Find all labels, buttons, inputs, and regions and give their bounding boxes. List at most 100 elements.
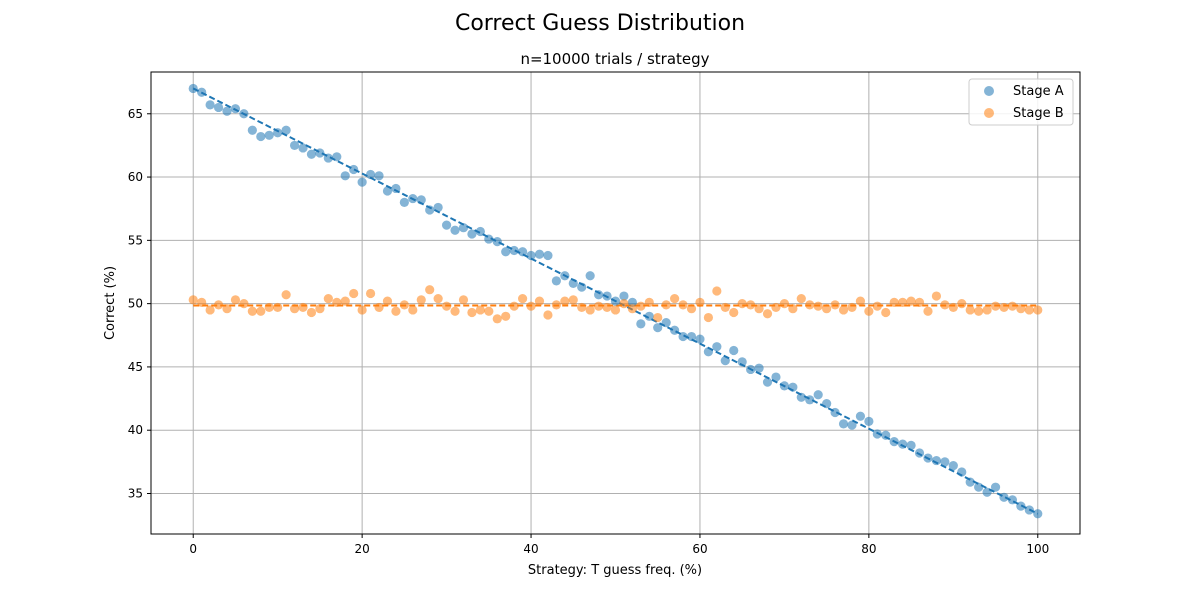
data-point-stage-b bbox=[492, 314, 502, 324]
data-point-stage-a bbox=[686, 331, 697, 342]
data-point-stage-a bbox=[872, 429, 882, 439]
data-point-stage-a bbox=[585, 271, 595, 281]
data-point-stage-a bbox=[543, 250, 553, 261]
data-point-stage-a bbox=[788, 382, 798, 392]
data-point-stage-b bbox=[256, 306, 266, 316]
y-tick-label: 35 bbox=[128, 486, 143, 500]
data-point-stage-b bbox=[568, 295, 578, 305]
chart-title: n=10000 trials / strategy bbox=[520, 50, 709, 68]
data-point-stage-a bbox=[332, 152, 342, 162]
data-point-stage-a bbox=[484, 234, 494, 244]
data-point-stage-b bbox=[433, 293, 443, 304]
data-point-stage-b bbox=[298, 302, 308, 313]
data-point-stage-b bbox=[340, 296, 350, 306]
data-point-stage-b bbox=[610, 305, 621, 315]
data-point-stage-a bbox=[534, 249, 545, 259]
data-point-stage-b bbox=[551, 300, 561, 310]
x-tick-label: 100 bbox=[1026, 542, 1049, 556]
data-point-stage-b bbox=[264, 302, 274, 313]
data-point-stage-a bbox=[889, 437, 899, 447]
data-point-stage-a bbox=[906, 440, 916, 450]
data-point-stage-b bbox=[754, 304, 764, 314]
data-point-stage-b bbox=[788, 304, 798, 314]
data-point-stage-a bbox=[957, 467, 967, 477]
data-point-stage-b bbox=[458, 295, 469, 305]
data-point-stage-a bbox=[357, 177, 367, 187]
data-point-stage-b bbox=[349, 288, 359, 299]
y-tick-label: 40 bbox=[128, 423, 143, 437]
data-point-stage-a bbox=[213, 102, 224, 113]
legend: Stage A Stage B bbox=[968, 78, 1074, 126]
data-point-stage-b bbox=[796, 293, 806, 304]
data-point-stage-b bbox=[450, 306, 460, 316]
data-point-stage-b bbox=[205, 305, 215, 315]
data-point-stage-a bbox=[467, 229, 477, 239]
data-point-stage-a bbox=[940, 457, 950, 467]
x-tick-label: 0 bbox=[189, 542, 197, 556]
data-point-stage-a bbox=[1007, 495, 1018, 505]
data-point-stage-b bbox=[357, 305, 367, 315]
data-point-stage-b bbox=[678, 300, 688, 310]
data-point-stage-a bbox=[281, 125, 291, 135]
data-point-stage-a bbox=[441, 220, 452, 230]
data-point-stage-a bbox=[340, 171, 350, 181]
data-point-stage-a bbox=[306, 149, 317, 159]
data-point-stage-a bbox=[602, 291, 612, 301]
data-point-stage-a bbox=[779, 381, 790, 391]
data-point-stage-a bbox=[551, 276, 561, 286]
data-point-stage-b bbox=[957, 299, 967, 309]
data-point-stage-b bbox=[534, 296, 545, 306]
data-point-stage-a bbox=[838, 419, 849, 429]
data-point-stage-b bbox=[771, 302, 781, 313]
data-point-stage-a bbox=[518, 247, 528, 257]
data-point-stage-a bbox=[239, 109, 249, 119]
data-point-stage-a bbox=[796, 392, 806, 402]
data-point-stage-a bbox=[273, 128, 283, 138]
data-point-stage-b bbox=[560, 296, 570, 306]
data-point-stage-b bbox=[1024, 305, 1034, 315]
data-point-stage-b bbox=[822, 304, 832, 314]
x-axis-label: Strategy: T guess freq. (%) bbox=[528, 563, 702, 578]
data-point-stage-a bbox=[577, 282, 587, 292]
data-point-stage-b bbox=[906, 296, 916, 306]
data-point-stage-a bbox=[881, 430, 891, 440]
data-point-stage-b bbox=[729, 307, 739, 318]
data-point-stage-a bbox=[188, 83, 198, 94]
data-point-stage-b bbox=[720, 302, 730, 313]
data-point-stage-b bbox=[813, 301, 823, 311]
data-point-stage-a bbox=[847, 420, 857, 430]
data-point-stage-b bbox=[475, 305, 485, 315]
data-point-stage-b bbox=[881, 307, 891, 318]
data-point-stage-b bbox=[619, 299, 629, 309]
data-point-stage-b bbox=[213, 300, 224, 310]
data-point-stage-a bbox=[526, 250, 536, 261]
data-point-stage-a bbox=[222, 106, 232, 116]
y-tick-label: 50 bbox=[128, 297, 143, 311]
data-point-stage-a bbox=[923, 453, 933, 463]
data-point-stage-b bbox=[399, 300, 409, 310]
data-point-stage-a bbox=[864, 416, 874, 426]
data-point-stage-b bbox=[653, 312, 663, 323]
data-point-stage-a bbox=[197, 87, 207, 97]
data-point-stage-b bbox=[374, 302, 384, 313]
data-point-stage-b bbox=[965, 305, 975, 315]
data-point-stage-b bbox=[855, 296, 866, 306]
data-point-stage-b bbox=[585, 305, 595, 315]
data-point-stage-a bbox=[703, 347, 714, 357]
data-point-stage-b bbox=[923, 306, 933, 316]
data-point-stage-b bbox=[408, 305, 418, 315]
data-point-stage-b bbox=[273, 302, 283, 313]
y-tick-label: 45 bbox=[128, 360, 143, 374]
series-stage-b bbox=[188, 285, 1043, 324]
data-point-stage-a bbox=[560, 271, 570, 281]
data-point-stage-a bbox=[205, 100, 215, 110]
data-point-stage-a bbox=[298, 143, 308, 153]
data-point-stage-a bbox=[974, 482, 984, 492]
data-point-stage-b bbox=[931, 291, 942, 301]
data-point-stage-b bbox=[332, 297, 342, 307]
data-point-stage-a bbox=[678, 331, 688, 342]
legend-label-stage-b: Stage B bbox=[1013, 106, 1064, 121]
data-point-stage-b bbox=[526, 301, 536, 311]
data-point-stage-a bbox=[636, 319, 646, 329]
data-point-stage-b bbox=[864, 306, 874, 316]
